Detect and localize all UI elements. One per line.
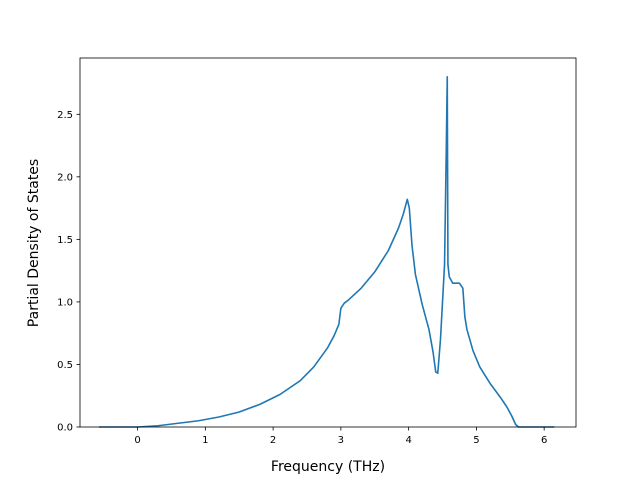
y-tick-label: 2.0 [57, 172, 73, 183]
y-tick-label: 0.5 [57, 360, 73, 371]
x-tick-label: 2 [270, 435, 276, 446]
x-tick-label: 0 [134, 435, 140, 446]
y-tick-label: 1.5 [57, 235, 73, 246]
y-axis-label: Partial Density of States [26, 159, 42, 327]
pdos-series-line [98, 75, 555, 428]
x-tick-label: 5 [473, 435, 479, 446]
x-tick-label: 1 [202, 435, 208, 446]
x-tick-label: 3 [338, 435, 344, 446]
y-axis-ticks: 0.0 0.5 1.0 1.5 2.0 2.5 [57, 110, 80, 434]
y-tick-label: 2.5 [57, 110, 73, 121]
x-tick-label: 4 [405, 435, 411, 446]
x-tick-label: 6 [541, 435, 547, 446]
x-axis-label: Frequency (THz) [271, 459, 385, 475]
plot-frame [79, 57, 577, 428]
y-tick-label: 0.0 [57, 423, 73, 434]
x-axis-ticks: 0 1 2 3 4 5 6 [134, 427, 547, 446]
plot-area [79, 57, 577, 428]
y-tick-label: 1.0 [57, 297, 73, 308]
